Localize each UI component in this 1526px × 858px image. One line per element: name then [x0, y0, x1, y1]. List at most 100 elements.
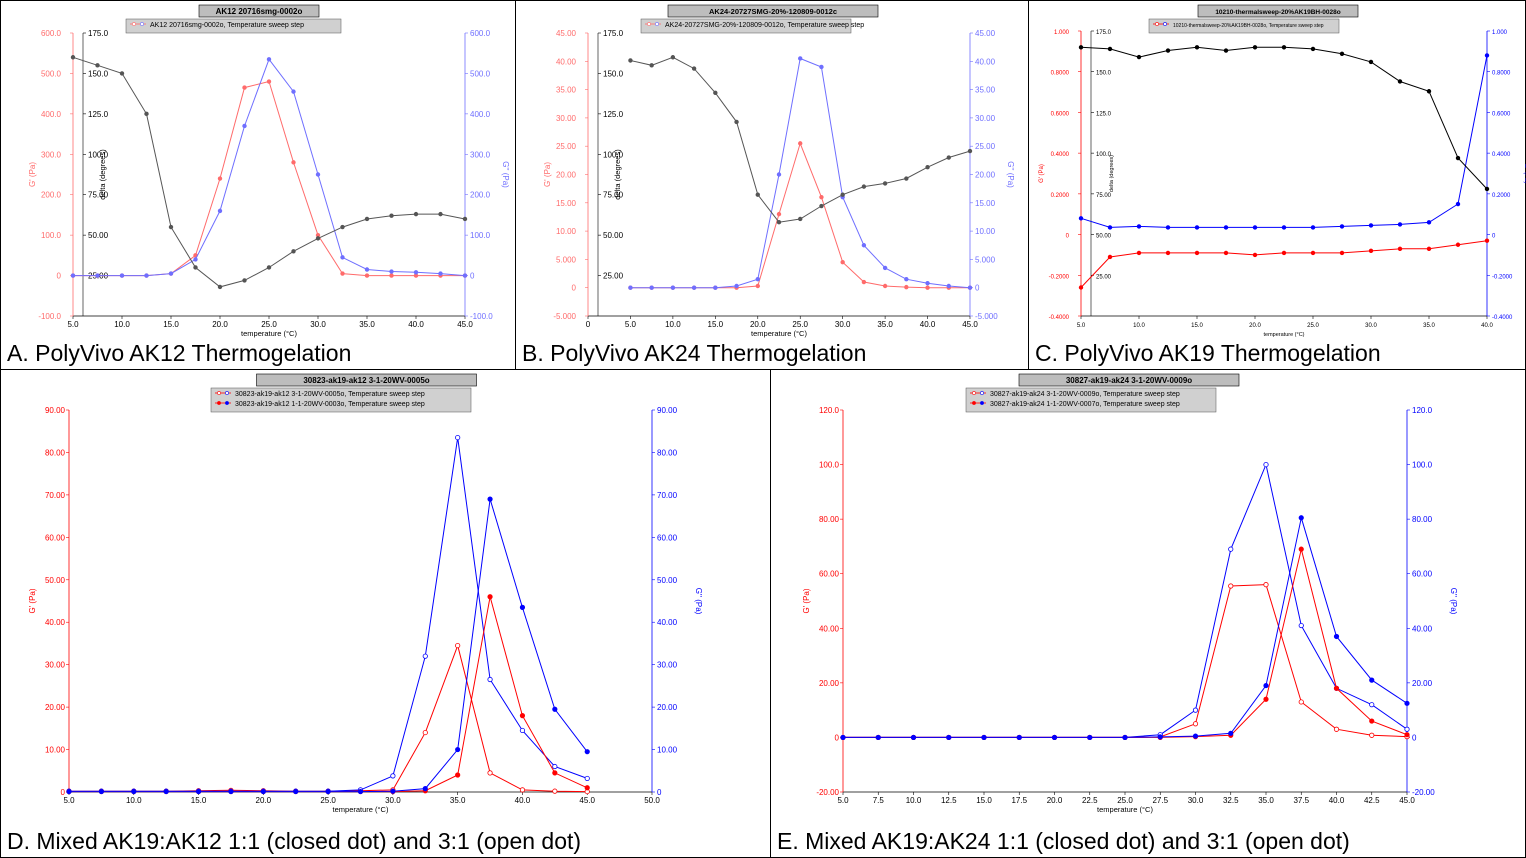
series-point-0 [519, 787, 526, 793]
mid-tick-label: 150.0 [1096, 71, 1112, 77]
series-point-3 [584, 749, 590, 755]
right-tick-label: 20.00 [975, 171, 996, 180]
series-point-1 [340, 255, 345, 260]
legend-box [965, 387, 1217, 413]
x-tick-label: 5.0 [837, 796, 849, 805]
right-tick-label: 120.0 [1412, 406, 1433, 415]
right-tick-label: 0 [1492, 234, 1496, 240]
right-tick-label: 20.00 [1412, 679, 1433, 688]
left-tick-label: 50.00 [45, 576, 66, 585]
right-tick-label: 500.0 [470, 69, 491, 78]
x-tick-label: 17.5 [1011, 796, 1027, 805]
series-point-2 [1263, 696, 1269, 702]
x-tick-label: 40.0 [920, 320, 936, 329]
series-point-1 [552, 763, 558, 770]
series-point-3 [131, 788, 137, 795]
mid-tick-label: 25.00 [603, 272, 624, 281]
x-tick-label: 30.0 [1188, 796, 1204, 805]
series-point-1 [776, 172, 782, 177]
series-point-2 [1369, 718, 1375, 724]
legend-box [1148, 18, 1340, 34]
legend-box [210, 387, 472, 413]
right-tick-label: 300.0 [470, 150, 491, 159]
series-point-2 [487, 594, 493, 600]
series-point-2 [1426, 89, 1432, 94]
chart-e: 5.0 7.5 10.0 12.5 15.0 17.5 20.0 22.5 25.0 27.5 30… [802, 373, 1458, 814]
left-tick-label: 200.0 [41, 191, 62, 200]
series-point-2 [455, 772, 461, 778]
series-point-1 [462, 273, 468, 278]
series-point-0 [1194, 250, 1200, 256]
series-point-2 [840, 192, 845, 197]
caption-d: D. Mixed AK19:AK12 1:1 (closed dot) and … [7, 828, 582, 854]
series-point-2 [1165, 48, 1171, 53]
series-line-0 [843, 584, 1408, 738]
right-tick-label: 0 [470, 272, 475, 281]
right-tick-label: 0 [657, 788, 662, 797]
legend-entry: 30827-ak19-ak24 1-1-20WV-0007o, Temperat… [990, 401, 1180, 408]
legend-swatch-dot [140, 22, 144, 26]
series-point-2 [1252, 45, 1258, 50]
series-point-3 [293, 788, 299, 795]
series-line-1 [1080, 55, 1488, 228]
series-point-3 [981, 734, 987, 741]
x-tick-label: 30.0 [1365, 323, 1377, 329]
right-tick-label: 0.6000 [1492, 111, 1511, 117]
series-point-2 [1078, 45, 1084, 50]
series-point-2 [1281, 45, 1287, 50]
x-tick-label: 15.0 [1191, 323, 1203, 329]
x-tick-label: 25.0 [261, 320, 277, 329]
series-point-1 [242, 123, 247, 129]
series-point-2 [1310, 46, 1316, 52]
series-point-2 [1368, 59, 1374, 65]
chart-a: 5.0 10.0 15.0 20.0 25.0 30.0 35.0 40.0 45.0 tempe… [28, 4, 510, 338]
left-tick-label: 400.0 [41, 110, 62, 119]
legend-swatch-dot [1163, 22, 1167, 26]
series-point-2 [389, 213, 394, 218]
series-point-0 [798, 141, 803, 146]
series-point-3 [552, 706, 558, 712]
x-tick-label: 5.0 [63, 796, 75, 805]
series-point-0 [840, 260, 845, 265]
series-point-1 [882, 265, 888, 271]
series-point-1 [1404, 726, 1410, 732]
right-tick-label: 45.00 [975, 29, 996, 38]
title-box [198, 4, 320, 18]
series-point-3 [260, 788, 266, 795]
right-tick-label: 25.00 [975, 142, 996, 151]
series-point-2 [168, 224, 174, 230]
series-point-0 [291, 160, 296, 165]
series-line-0 [1080, 240, 1488, 288]
series-point-2 [798, 216, 803, 222]
series-point-3 [840, 734, 846, 741]
series-point-1 [1252, 225, 1258, 230]
legend-entry: AK24-20727SMG-20%-120809-0012o, Temperat… [665, 22, 864, 29]
x-tick-label: 5.0 [1077, 323, 1086, 329]
series-point-1 [266, 57, 272, 62]
chart-title: 30827-ak19-ak24 3-1-20WV-0009o [1066, 376, 1192, 385]
legend-swatch-dot [980, 391, 984, 395]
series-point-3 [1157, 734, 1163, 740]
chart-c: 5.0 10.0 15.0 20.0 25.0 30.0 35.0 40.0 temperatu… [1039, 4, 1526, 338]
left-axis-label: G' (Pa) [543, 162, 552, 187]
x-axis-label: temperature (°C) [241, 329, 297, 338]
left-tick-label: 60.00 [45, 533, 66, 542]
left-tick-label: 70.00 [45, 491, 66, 500]
right-tick-label: 0.2000 [1492, 193, 1511, 199]
x-tick-label: 0 [586, 320, 591, 329]
series-line-3 [843, 517, 1408, 738]
x-tick-label: 40.0 [515, 796, 531, 805]
series-point-1 [734, 283, 739, 289]
right-tick-label: 0.4000 [1492, 152, 1511, 158]
mid-tick-label: 50.00 [1096, 234, 1112, 240]
x-tick-label: 27.5 [1152, 796, 1168, 805]
series-point-2 [713, 90, 718, 96]
left-tick-label: 60.00 [819, 570, 840, 579]
series-point-1 [1228, 546, 1234, 552]
legend-entry: 30823-ak19-ak12 3-1-20WV-0005o, Temperat… [235, 391, 425, 398]
series-point-1 [70, 273, 76, 278]
left-axis-label: G' (Pa) [28, 162, 37, 187]
x-tick-label: 35.0 [877, 320, 893, 329]
x-tick-label: 35.0 [1258, 796, 1274, 805]
series-point-2 [1455, 155, 1461, 161]
